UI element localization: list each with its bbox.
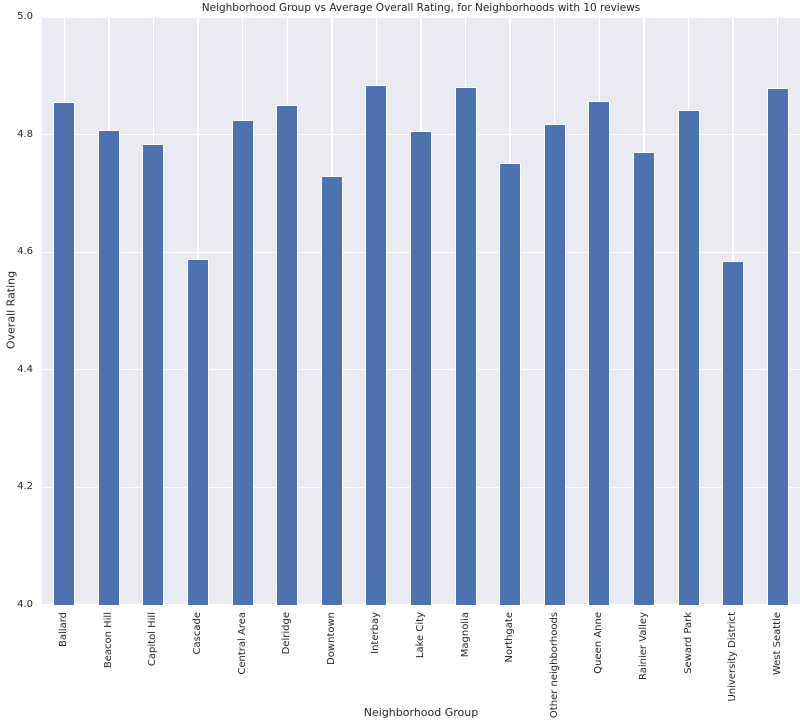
y-tick-label: 5.0 (17, 11, 33, 22)
x-tick-label: Ballard (58, 612, 70, 647)
x-tick-label: Other neighborhoods (548, 612, 560, 719)
x-tick-label: Beacon Hill (102, 612, 114, 669)
bar-central-area (231, 119, 254, 605)
y-tick-label: 4.4 (17, 363, 33, 375)
bar-lake-city (410, 131, 432, 605)
x-tick-label: West Seattle (771, 612, 783, 676)
y-tick-label: 4.0 (17, 599, 33, 610)
bar-west-seattle (766, 88, 789, 605)
x-tick-label: Capitol Hill (147, 612, 159, 667)
y-tick-label: 4.2 (17, 481, 33, 493)
y-tick-label: 4.8 (17, 128, 33, 140)
x-tick-label: Magnolia (459, 612, 471, 658)
bar-delridge (276, 105, 299, 605)
x-tick-label: Seward Park (682, 612, 694, 674)
bar-northgate (499, 162, 522, 605)
bar-ballard (53, 102, 76, 605)
x-tick-label: Northgate (504, 612, 516, 663)
x-axis-label: Neighborhood Group (363, 706, 479, 719)
bar-other-neighborhoods (543, 124, 566, 605)
x-tick-label: Downtown (325, 612, 337, 665)
bar-downtown (320, 176, 343, 605)
chart-title: Neighborhood Group vs Average Overall Ra… (201, 2, 641, 14)
bar-cascade (187, 258, 210, 605)
y-axis-label: Overall Rating (4, 270, 18, 350)
plot-area (42, 17, 800, 605)
x-tick-label: Queen Anne (593, 612, 605, 674)
x-tick-label: Rainier Valley (637, 612, 649, 681)
bar-university-district (722, 261, 745, 605)
bar-queen-anne (588, 101, 611, 605)
bar-rainier-valley (632, 151, 655, 605)
x-tick-label: Lake City (415, 612, 426, 659)
bar-magnolia (454, 86, 477, 605)
bar-beacon-hill (97, 130, 120, 605)
bar-seward-park (677, 109, 700, 605)
x-tick-label: University District (727, 612, 739, 702)
x-tick-label: Interbay (370, 612, 382, 654)
y-tick-label: 4.6 (17, 246, 33, 258)
x-tick-label: Central Area (236, 612, 248, 675)
x-tick-label: Cascade (192, 612, 204, 655)
bar-interbay (365, 84, 388, 605)
x-tick-label: Delridge (281, 612, 293, 655)
bar-capitol-hill (142, 144, 165, 605)
